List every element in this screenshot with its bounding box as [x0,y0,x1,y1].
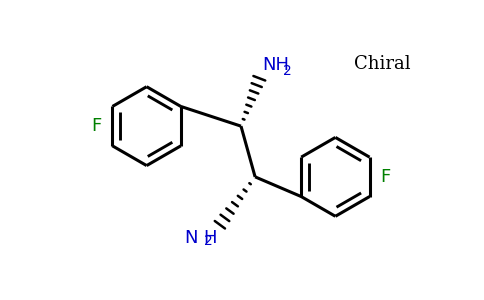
Text: 2: 2 [204,234,212,248]
Text: H: H [204,229,217,247]
Text: F: F [91,117,102,135]
Text: Chiral: Chiral [353,55,410,73]
Text: N: N [184,229,197,247]
Text: F: F [380,168,391,186]
Text: 2: 2 [283,64,291,78]
Text: NH: NH [262,56,289,74]
